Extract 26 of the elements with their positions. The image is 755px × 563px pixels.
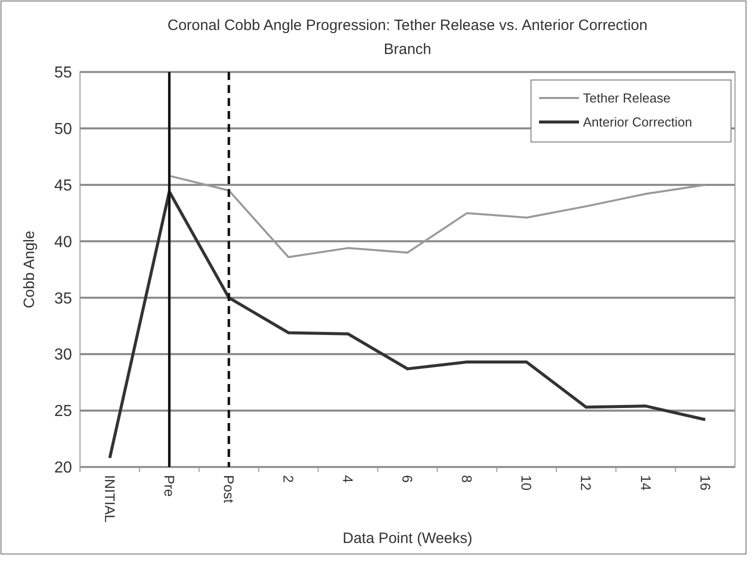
line-series: [168, 174, 706, 258]
x-tick-label: INITIAL: [102, 475, 118, 523]
x-tick-label: 10: [518, 475, 535, 491]
y-tick-label: 45: [54, 177, 72, 194]
x-tick-label: 6: [400, 475, 416, 483]
y-axis-title: Cobb Angle: [21, 230, 38, 308]
y-tick-label: 40: [54, 234, 72, 251]
y-tick-label: 55: [54, 64, 72, 82]
y-tick-label: 50: [54, 121, 72, 138]
x-tick-label: 8: [459, 475, 476, 483]
y-tick-label: 35: [54, 290, 72, 308]
x-tick-label: 14: [638, 475, 654, 491]
x-tick-label: 16: [697, 475, 714, 491]
x-tick-label: 12: [578, 475, 594, 491]
legend-label: Anterior Correction: [583, 114, 692, 130]
y-tick-label: 20: [54, 460, 72, 477]
x-tick-label: 4: [340, 475, 356, 483]
chart-title: Coronal Cobb Angle Progression: Tether Release vs. Anterior Correction Branch: [168, 17, 648, 58]
legend-label: Tether Release: [583, 90, 670, 106]
x-axis-title: Data Point (Weeks): [342, 530, 472, 547]
x-tick-label: 2: [280, 475, 297, 483]
line-series: [108, 190, 707, 460]
y-tick-label: 30: [54, 346, 72, 364]
x-tick-label: Pre: [161, 475, 178, 497]
y-tick-label: 25: [54, 403, 72, 420]
x-tick-label: Post: [220, 475, 237, 504]
